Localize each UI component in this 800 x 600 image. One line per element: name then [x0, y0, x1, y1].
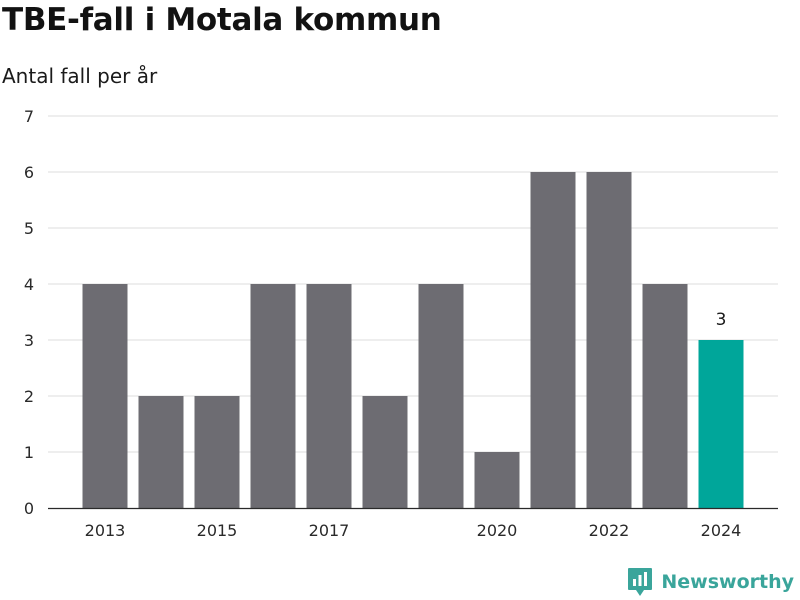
brand-name: Newsworthy — [661, 571, 794, 593]
bar-2019 — [418, 284, 464, 508]
bar-2014 — [138, 396, 184, 508]
y-tick-label: 6 — [24, 163, 34, 182]
y-tick-label: 7 — [24, 107, 34, 126]
bar-2022 — [586, 172, 632, 508]
bar-2017 — [306, 284, 352, 508]
y-axis-ticks: 0 1 2 3 4 5 6 7 — [24, 107, 34, 518]
y-tick-label: 0 — [24, 499, 34, 518]
chart-title: TBE-fall i Motala kommun — [2, 2, 442, 38]
bar-2016 — [250, 284, 296, 508]
newsworthy-logo-icon — [628, 568, 653, 596]
bar-2015 — [194, 396, 240, 508]
x-tick-label: 2024 — [701, 521, 742, 540]
brand-logo: Newsworthy — [627, 566, 794, 598]
bars — [82, 172, 744, 508]
bar-2024 — [698, 340, 744, 508]
y-tick-label: 1 — [24, 443, 34, 462]
bar-2018 — [362, 396, 408, 508]
y-tick-label: 3 — [24, 331, 34, 350]
y-tick-label: 5 — [24, 219, 34, 238]
x-tick-label: 2020 — [477, 521, 518, 540]
bar-2021 — [530, 172, 576, 508]
data-label: 3 — [716, 310, 727, 330]
x-axis-ticks: 2013 2015 2017 2020 2022 2024 — [85, 521, 742, 540]
x-tick-label: 2022 — [589, 521, 630, 540]
bar-2023 — [642, 284, 688, 508]
chart-subtitle: Antal fall per år — [2, 64, 158, 88]
y-tick-label: 2 — [24, 387, 34, 406]
bar-2020 — [474, 452, 520, 508]
bar-2013 — [82, 284, 128, 508]
x-tick-label: 2013 — [85, 521, 126, 540]
x-tick-label: 2017 — [309, 521, 350, 540]
data-labels: 3 — [716, 310, 727, 330]
y-tick-label: 4 — [24, 275, 34, 294]
x-tick-label: 2015 — [197, 521, 238, 540]
